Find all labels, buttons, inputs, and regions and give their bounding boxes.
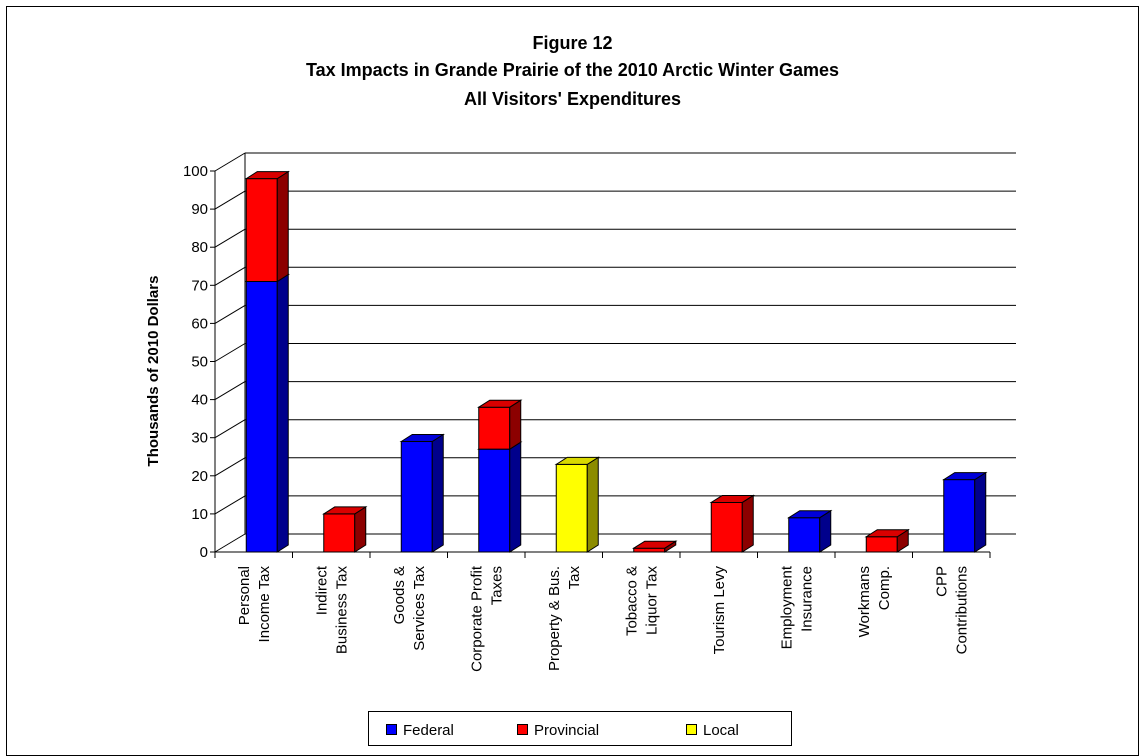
bar-2-0-side [431,433,444,553]
bar-4-2-side [586,456,599,553]
x-tick-label-8-1: Comp. [876,566,893,610]
legend-swatch-1 [517,724,528,735]
bar-9-0-front [943,479,976,553]
x-tick-label-7-0: Employment [778,565,795,649]
legend-label-0: Federal [403,722,454,739]
grid-side-4 [214,381,246,401]
bar-6-1-side [741,494,754,553]
y-tick-label-10: 100 [183,163,208,180]
x-tick-label-1-0: Indirect [313,565,330,615]
x-tick-label-5-1: Liquor Tax [643,566,660,635]
x-tick-label-9-0: CPP [933,566,950,597]
bar-9-0-side [974,471,987,553]
x-tick-label-5-0: Tobacco & [623,566,640,636]
grid-side-0 [214,533,246,553]
grid-side-7 [214,266,246,286]
legend-item-0: Federal [386,722,454,739]
legend-swatch-2 [686,724,697,735]
bar-2-0-top [399,434,445,443]
bar-3-0-side [509,441,522,553]
x-tick-label-0-0: Personal [236,566,253,625]
bar-2-0-front [400,441,433,553]
legend-label-2: Local [703,722,739,739]
y-tick-label-4: 40 [191,392,208,409]
bar-4-2-top [554,456,600,465]
x-tick-label-4-0: Property & Bus. [546,566,563,671]
bar-7-0-front [788,517,821,553]
x-tick-label-9-1: Contributions [953,566,970,654]
y-tick-label-8: 80 [191,239,208,256]
bar-3-1-side [509,399,522,451]
bar-8-1-top [864,529,910,538]
bar-4-2-front [555,463,588,553]
bar-6-1-top [709,494,755,503]
y-tick-label-1: 10 [191,506,208,523]
chart-title-line-1: Figure 12 [532,33,613,53]
bar-8-1-front [865,536,898,553]
chart-title-line-3: All Visitors' Expenditures [463,89,681,109]
x-tick-label-1-1: Business Tax [333,566,350,655]
grid-side-8 [214,228,246,248]
grid-side-10 [214,152,246,172]
legend-swatch-0 [386,724,397,735]
grid-side-6 [214,304,246,324]
bar-5-1-front [633,547,666,553]
y-tick-label-7: 70 [191,277,208,294]
x-tick-label-2-0: Goods & [391,566,408,624]
y-tick-label-0: 0 [200,544,208,561]
x-tick-label-0-1: Income Tax [256,566,273,643]
y-tick-label-6: 60 [191,315,208,332]
legend-label-1: Provincial [534,722,600,739]
grid-side-1 [214,495,246,515]
y-axis-title: Thousands of 2010 Dollars [145,276,162,467]
bar-1-1-front [323,513,356,553]
x-tick-label-4-1: Tax [566,566,583,590]
bar-9-0-top [942,472,988,481]
y-tick-label-2: 20 [191,468,208,485]
legend-item-2: Local [686,722,739,739]
chart-title-line-2: Tax Impacts in Grande Prairie of the 201… [305,60,840,80]
grid-side-2 [214,457,246,477]
bar-0-0-side [276,273,289,553]
bar-3-1-front [478,406,511,450]
legend-item-1: Provincial [517,722,599,739]
grid-side-3 [214,419,246,439]
bar-1-1-side [354,505,367,553]
bar-0-0-front [245,280,278,553]
grid-side-5 [214,343,246,362]
y-tick-label-5: 50 [191,354,208,371]
bar-1-1-top [322,506,368,515]
grid-side-9 [214,190,246,210]
x-tick-label-3-0: Corporate Profit [468,565,485,672]
bar-0-1-side [276,170,289,283]
bar-0-1-top [244,171,290,180]
bar-7-0-top [787,510,833,519]
bar-5-1-top [632,540,678,549]
bar-3-0-front [478,448,511,553]
y-tick-label-3: 30 [191,430,208,447]
chart-legend: Federal Provincial Local [368,711,792,746]
y-tick-label-9: 90 [191,201,208,218]
x-tick-label-2-1: Services Tax [411,566,428,651]
x-tick-label-8-0: Workmans [856,566,873,637]
bar-0-1-front [245,178,278,282]
bar-6-1-front [710,501,743,553]
x-tick-label-3-1: Taxes [488,566,505,605]
bar-3-1-top [477,399,523,408]
x-tick-label-6-0: Tourism Levy [711,566,728,655]
x-tick-label-7-1: Insurance [798,566,815,632]
